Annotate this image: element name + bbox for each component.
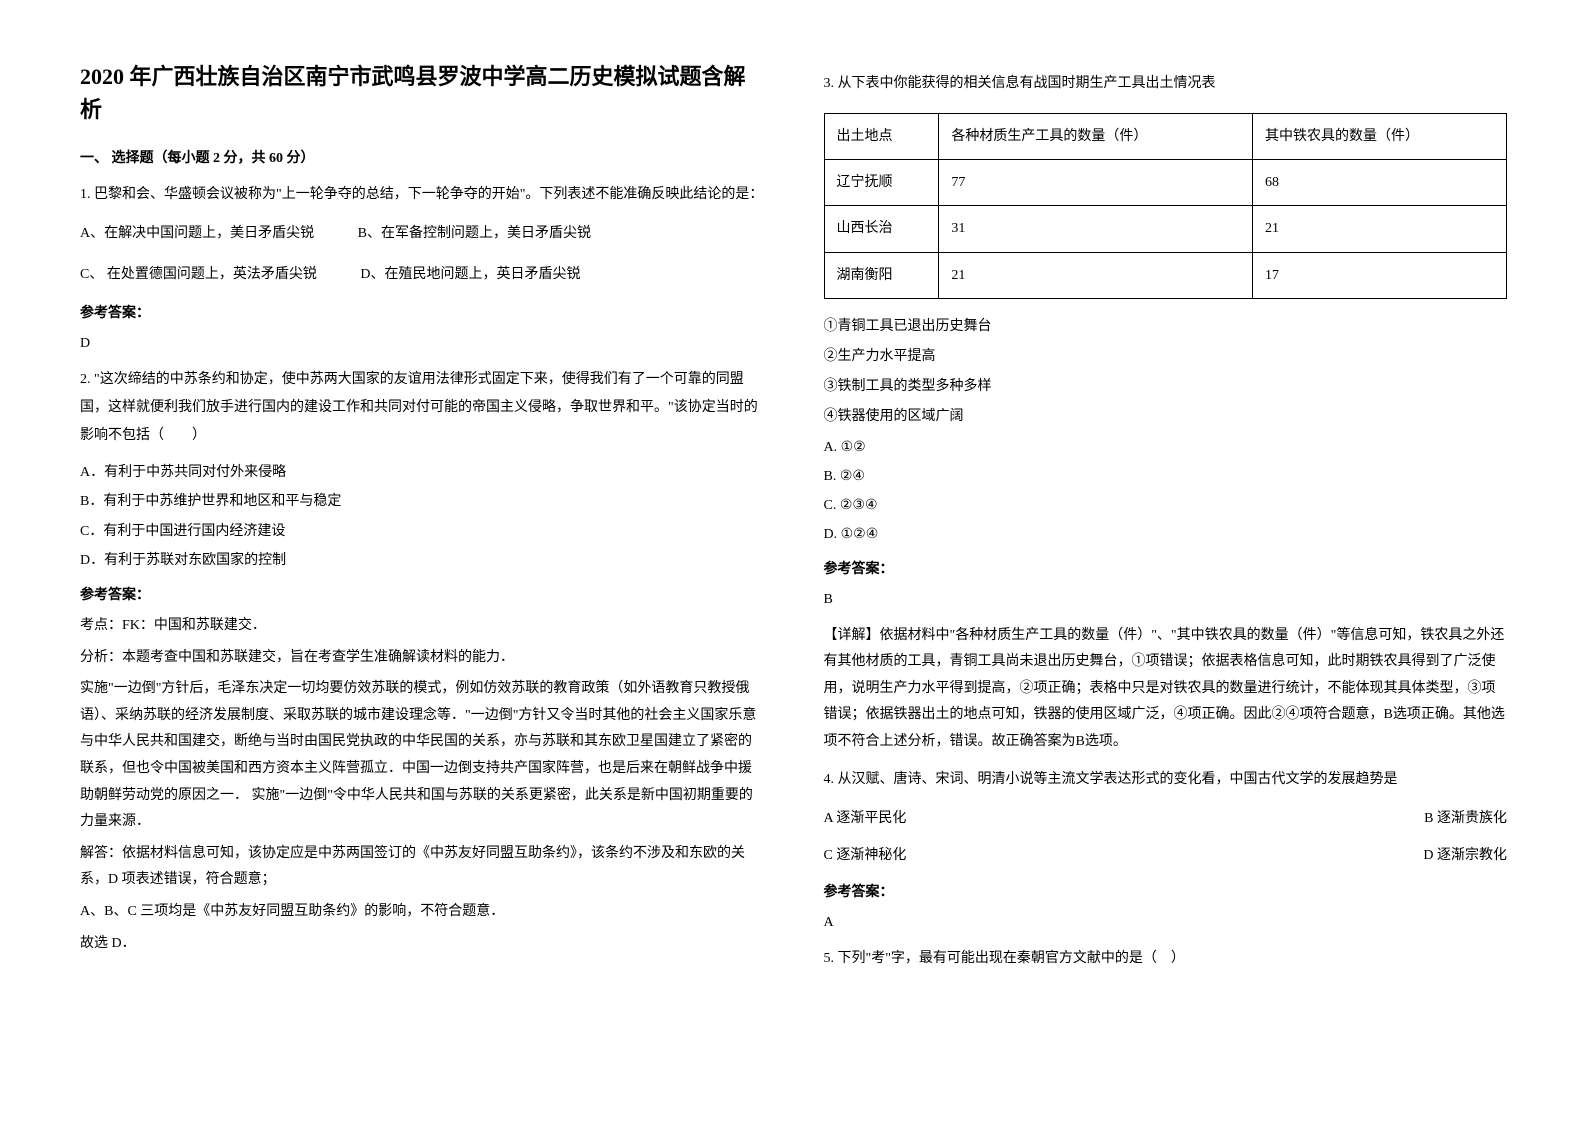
q2-expl1: 实施"一边倒"方针后，毛泽东决定一切均要仿效苏联的模式，例如仿效苏联的教育政策（…	[80, 676, 764, 836]
q3-statement-1: ①青铜工具已退出历史舞台	[824, 314, 1508, 339]
q2-fenxi: 分析：本题考查中国和苏联建交，旨在考查学生准确解读材料的能力．	[80, 645, 764, 672]
q2-kaodian: 考点：FK：中国和苏联建交．	[80, 613, 764, 640]
q3-answer: B	[824, 587, 1508, 612]
q3-option-c: C. ②③④	[824, 493, 1508, 518]
q3-explanation: 【详解】依据材料中"各种材质生产工具的数量（件）"、"其中铁农具的数量（件）"等…	[824, 623, 1508, 756]
q3-option-b: B. ②④	[824, 464, 1508, 489]
q3-table: 出土地点 各种材质生产工具的数量（件） 其中铁农具的数量（件） 辽宁抚顺 77 …	[824, 113, 1508, 299]
table-cell: 湖南衡阳	[824, 252, 939, 298]
q1-option-c: C、 在处置德国问题上，英法矛盾尖锐	[80, 260, 317, 291]
q2-expl3: A、B、C 三项均是《中苏友好同盟互助条约》的影响，不符合题意．	[80, 899, 764, 926]
q2-expl2: 解答：依据材料信息可知，该协定应是中苏两国签订的《中苏友好同盟互助条约》，该条约…	[80, 841, 764, 894]
q4-option-b: B 逐渐贵族化	[1424, 806, 1507, 831]
q4-option-c: C 逐渐神秘化	[824, 843, 907, 868]
q2-answer-label: 参考答案：	[80, 583, 764, 608]
table-cell: 77	[939, 160, 1253, 206]
q4-option-d: D 逐渐宗教化	[1423, 843, 1507, 868]
q1-answer-label: 参考答案：	[80, 301, 764, 326]
q1-option-a: A、在解决中国问题上，美日矛盾尖锐	[80, 219, 314, 250]
q3-statement-3: ③铁制工具的类型多种多样	[824, 374, 1508, 399]
table-cell: 辽宁抚顺	[824, 160, 939, 206]
table-header-cell: 各种材质生产工具的数量（件）	[939, 114, 1253, 160]
section-header: 一、 选择题（每小题 2 分，共 60 分）	[80, 146, 764, 171]
q2-option-c: C．有利于中国进行国内经济建设	[80, 519, 764, 544]
q3-statement-2: ②生产力水平提高	[824, 344, 1508, 369]
q3-statement-4: ④铁器使用的区域广阔	[824, 404, 1508, 429]
q2-text: 2. "这次缔结的中苏条约和协定，使中苏两大国家的友谊用法律形式固定下来，使得我…	[80, 366, 764, 450]
q3-option-a: A. ①②	[824, 435, 1508, 460]
q5-text: 5. 下列"考"字，最有可能出现在秦朝官方文献中的是（ ）	[824, 945, 1508, 973]
table-row: 山西长治 31 21	[824, 206, 1507, 252]
table-cell: 山西长治	[824, 206, 939, 252]
document-title: 2020 年广西壮族自治区南宁市武鸣县罗波中学高二历史模拟试题含解析	[80, 60, 764, 126]
table-cell: 21	[939, 252, 1253, 298]
q4-option-a: A 逐渐平民化	[824, 806, 907, 831]
q1-answer: D	[80, 331, 764, 356]
q4-answer-label: 参考答案：	[824, 880, 1508, 905]
table-row: 辽宁抚顺 77 68	[824, 160, 1507, 206]
q3-option-d: D. ①②④	[824, 522, 1508, 547]
q4-answer: A	[824, 910, 1508, 935]
q3-answer-label: 参考答案：	[824, 557, 1508, 582]
q4-text: 4. 从汉赋、唐诗、宋词、明清小说等主流文学表达形式的变化看，中国古代文学的发展…	[824, 766, 1508, 794]
q1-option-d: D、在殖民地问题上，英日矛盾尖锐	[360, 260, 580, 291]
table-cell: 68	[1253, 160, 1507, 206]
q2-expl4: 故选 D．	[80, 931, 764, 958]
table-row: 湖南衡阳 21 17	[824, 252, 1507, 298]
table-header-cell: 出土地点	[824, 114, 939, 160]
table-header-cell: 其中铁农具的数量（件）	[1253, 114, 1507, 160]
table-cell: 21	[1253, 206, 1507, 252]
q3-text: 3. 从下表中你能获得的相关信息有战国时期生产工具出土情况表	[824, 70, 1508, 98]
q1-option-b: B、在军备控制问题上，美日矛盾尖锐	[358, 219, 591, 250]
q2-option-d: D．有利于苏联对东欧国家的控制	[80, 548, 764, 573]
table-header-row: 出土地点 各种材质生产工具的数量（件） 其中铁农具的数量（件）	[824, 114, 1507, 160]
table-cell: 17	[1253, 252, 1507, 298]
q2-option-a: A．有利于中苏共同对付外来侵略	[80, 460, 764, 485]
q1-text: 1. 巴黎和会、华盛顿会议被称为"上一轮争夺的总结，下一轮争夺的开始"。下列表述…	[80, 181, 764, 209]
table-cell: 31	[939, 206, 1253, 252]
q2-option-b: B．有利于中苏维护世界和地区和平与稳定	[80, 489, 764, 514]
